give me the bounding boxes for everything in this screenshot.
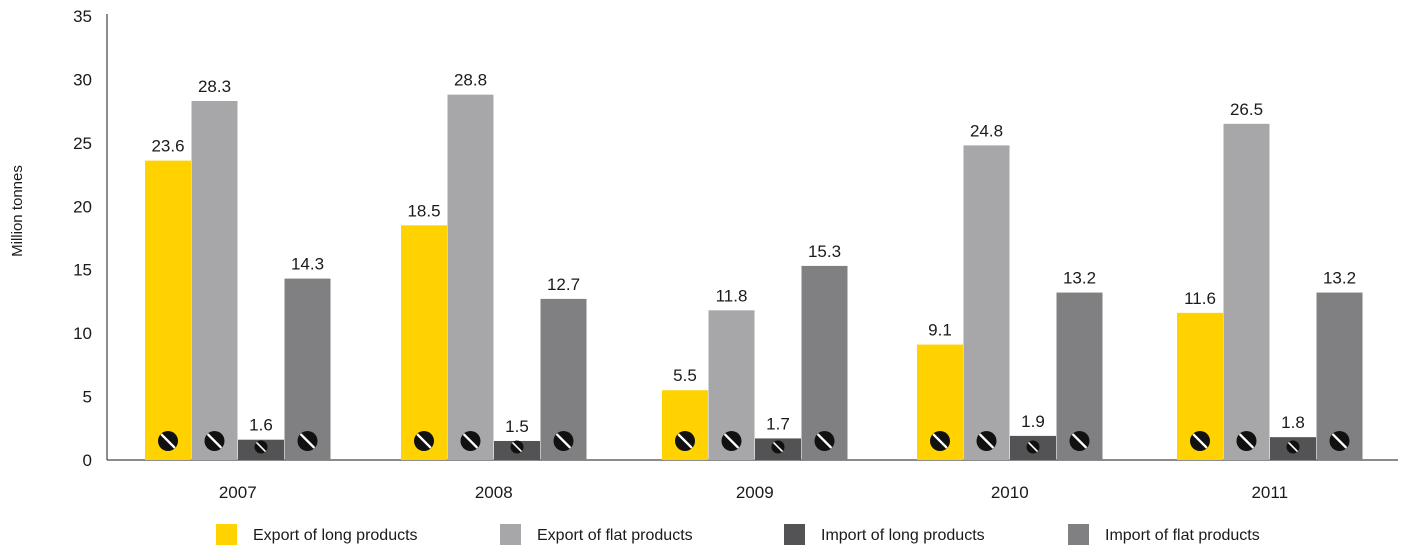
bar (401, 225, 447, 460)
circle-slash-icon (930, 431, 950, 451)
data-label: 12.7 (547, 275, 580, 294)
circle-slash-icon (1026, 440, 1040, 454)
legend-swatch (500, 524, 521, 545)
bar-group-2010: 9.1 24.8 1.9 13.2 (917, 121, 1103, 460)
circle-slash-icon (675, 431, 695, 451)
bar-group-2011: 11.6 26.5 1.8 13.2 (1177, 100, 1363, 460)
y-axis-title: Million tonnes (9, 165, 26, 257)
bar (1223, 123, 1270, 460)
x-tick-label: 2010 (991, 483, 1029, 502)
y-tick-label: 35 (73, 7, 92, 26)
circle-slash-icon (1069, 431, 1090, 451)
legend-item: Import of flat products (1068, 524, 1260, 545)
bar (145, 160, 191, 461)
legend-item: Export of flat products (500, 524, 693, 545)
data-label: 23.6 (151, 137, 184, 156)
data-label: 28.8 (454, 71, 487, 90)
circle-slash-icon (553, 431, 574, 451)
data-label: 5.5 (673, 366, 697, 385)
y-tick-label: 15 (73, 261, 92, 280)
data-label: 1.5 (505, 417, 529, 436)
data-label: 13.2 (1323, 269, 1356, 288)
circle-slash-icon (510, 440, 524, 454)
data-label: 1.7 (766, 414, 790, 433)
legend-item: Export of long products (216, 524, 418, 545)
circle-slash-icon (976, 431, 997, 451)
y-tick-label: 20 (73, 197, 92, 216)
circle-slash-icon (1286, 440, 1300, 454)
data-label: 24.8 (970, 121, 1003, 140)
data-label: 18.5 (407, 201, 440, 220)
y-tick-label: 30 (73, 70, 92, 89)
data-label: 14.3 (291, 255, 324, 274)
bar (191, 100, 238, 460)
data-label: 11.8 (716, 286, 748, 305)
data-label: 28.3 (198, 77, 231, 96)
y-tick-labels: 0 5 10 15 20 25 30 35 (73, 7, 92, 470)
data-label: 9.1 (928, 321, 952, 340)
legend-item: Import of long products (784, 524, 985, 545)
circle-slash-icon (814, 431, 835, 451)
legend-label: Export of long products (253, 527, 418, 544)
bar-group-2009: 5.5 11.8 1.7 15.3 (662, 242, 848, 460)
legend-swatch (1068, 524, 1089, 545)
legend-label: Export of flat products (537, 527, 693, 544)
y-tick-label: 0 (83, 451, 92, 470)
circle-slash-icon (254, 440, 268, 454)
legend-swatch (216, 524, 237, 545)
data-label: 1.6 (249, 416, 273, 435)
bar (284, 278, 331, 460)
circle-slash-icon (158, 431, 178, 451)
bar-group-2008: 18.5 28.8 1.5 12.7 (401, 71, 587, 460)
bar (963, 145, 1010, 460)
legend-label: Import of flat products (1105, 527, 1260, 544)
circle-slash-icon (1236, 431, 1257, 451)
y-tick-label: 5 (83, 388, 92, 407)
data-label: 13.2 (1063, 269, 1096, 288)
bar-group-2007: 23.6 28.3 1.6 14.3 (145, 77, 331, 461)
x-tick-labels: 2007 2008 2009 2010 2011 (219, 483, 1288, 502)
bar (801, 265, 848, 460)
circle-slash-icon (771, 440, 785, 454)
y-tick-label: 25 (73, 134, 92, 153)
data-label: 1.9 (1021, 412, 1045, 431)
circle-slash-icon (204, 431, 225, 451)
bars: 23.6 28.3 1.6 14.3 18.5 28.8 1.5 12.7 5.5 11.8 1.7… (145, 71, 1363, 461)
circle-slash-icon (1329, 431, 1350, 451)
legend-label: Import of long products (821, 527, 985, 544)
circle-slash-icon (297, 431, 318, 451)
x-tick-label: 2011 (1251, 483, 1288, 502)
data-label: 1.8 (1281, 413, 1305, 432)
legend-swatch (784, 524, 805, 545)
circle-slash-icon (1190, 431, 1210, 451)
data-label: 15.3 (808, 242, 841, 261)
x-tick-label: 2009 (736, 483, 774, 502)
circle-slash-icon (721, 431, 742, 451)
y-axis-label: Million tonnes (9, 165, 26, 257)
x-tick-label: 2008 (475, 483, 513, 502)
bar (447, 94, 494, 460)
circle-slash-icon (414, 431, 434, 451)
y-tick-label: 10 (73, 324, 92, 343)
x-tick-label: 2007 (219, 483, 257, 502)
data-label: 11.6 (1184, 289, 1216, 308)
data-label: 26.5 (1230, 100, 1263, 119)
legend: Export of long products Export of flat pr… (216, 524, 1260, 545)
circle-slash-icon (460, 431, 481, 451)
